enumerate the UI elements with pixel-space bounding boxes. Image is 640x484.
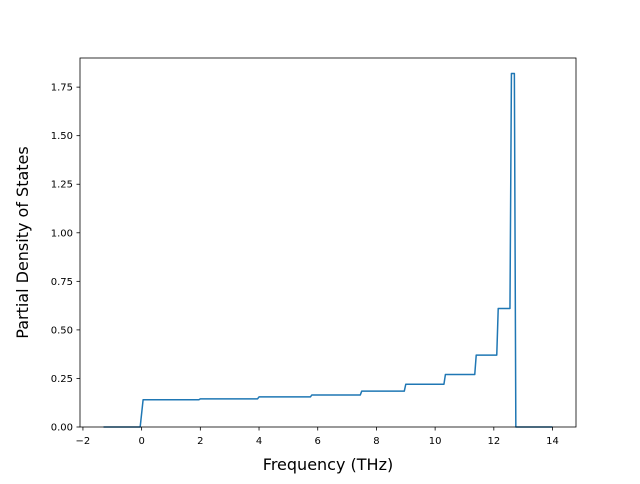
x-tick-label: 8 bbox=[373, 436, 379, 447]
x-tick-label: 14 bbox=[546, 436, 559, 447]
x-tick-label: 10 bbox=[429, 436, 442, 447]
series-line-0 bbox=[103, 72, 553, 428]
x-tick-label: 6 bbox=[315, 436, 321, 447]
x-tick-label: 0 bbox=[138, 436, 144, 447]
y-axis-label: Partial Density of States bbox=[13, 146, 32, 338]
y-tick-label: 1.25 bbox=[51, 180, 73, 191]
x-tick-label: 2 bbox=[197, 436, 203, 447]
y-axis-ticks: 0.00 0.25 0.50 0.75 1.00 1.25 1.50 1.75 bbox=[51, 83, 80, 434]
y-tick-label: 0.25 bbox=[51, 374, 73, 385]
axes-frame bbox=[79, 57, 577, 428]
y-tick-label: 1.50 bbox=[51, 131, 73, 142]
x-tick-label: 4 bbox=[256, 436, 262, 447]
y-tick-label: 0.50 bbox=[51, 325, 73, 336]
y-tick-label: 1.00 bbox=[51, 228, 73, 239]
x-tick-label: −2 bbox=[76, 436, 91, 447]
y-tick-label: 1.75 bbox=[51, 83, 73, 94]
x-axis-ticks: −2 0 2 4 6 8 10 12 14 bbox=[76, 427, 559, 447]
y-tick-label: 0.00 bbox=[51, 423, 73, 434]
x-tick-label: 12 bbox=[487, 436, 500, 447]
plot-layer bbox=[103, 72, 553, 428]
x-axis-label: Frequency (THz) bbox=[263, 455, 393, 474]
y-tick-label: 0.75 bbox=[51, 277, 73, 288]
